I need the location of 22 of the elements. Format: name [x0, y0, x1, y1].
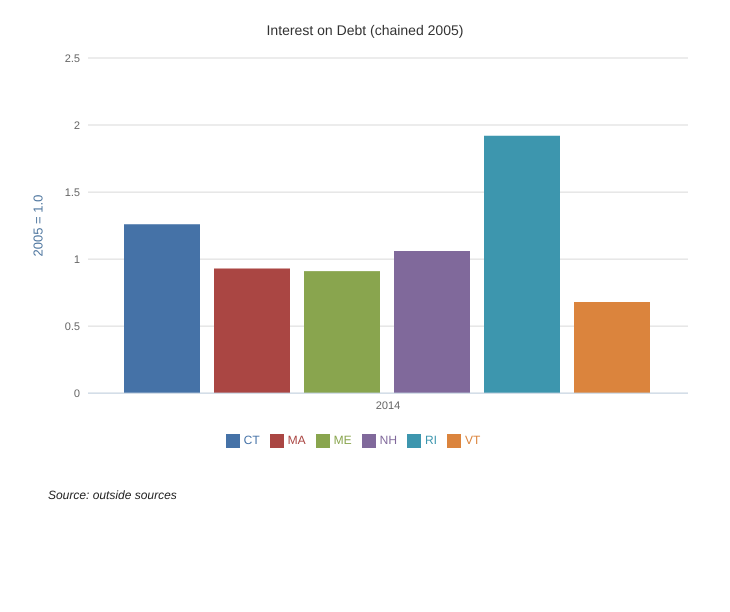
- legend-label: NH: [380, 433, 397, 448]
- legend-label: MA: [288, 433, 306, 448]
- legend-label: VT: [465, 433, 480, 448]
- bar: [124, 224, 200, 394]
- y-tick-label: 0: [74, 388, 80, 400]
- legend-label: RI: [425, 433, 437, 448]
- y-tick-label: 0.5: [64, 321, 80, 334]
- bar: [214, 268, 290, 394]
- legend-label: ME: [334, 433, 352, 448]
- legend-label: CT: [244, 433, 260, 448]
- y-tick-label: 1: [74, 254, 80, 266]
- bar: [304, 271, 380, 394]
- bar: [394, 251, 470, 394]
- y-axis-title: 2005 = 1.0: [30, 194, 46, 256]
- chart-title: Interest on Debt (chained 2005): [266, 21, 464, 38]
- y-tick-label: 2.5: [64, 52, 80, 65]
- y-tick-label: 1.5: [64, 186, 80, 199]
- source-note: Source: outside sources: [47, 487, 178, 504]
- y-tick-label: 2: [74, 120, 80, 132]
- x-tick-label: 2014: [376, 400, 400, 412]
- bar: [574, 302, 650, 394]
- bar: [484, 136, 560, 394]
